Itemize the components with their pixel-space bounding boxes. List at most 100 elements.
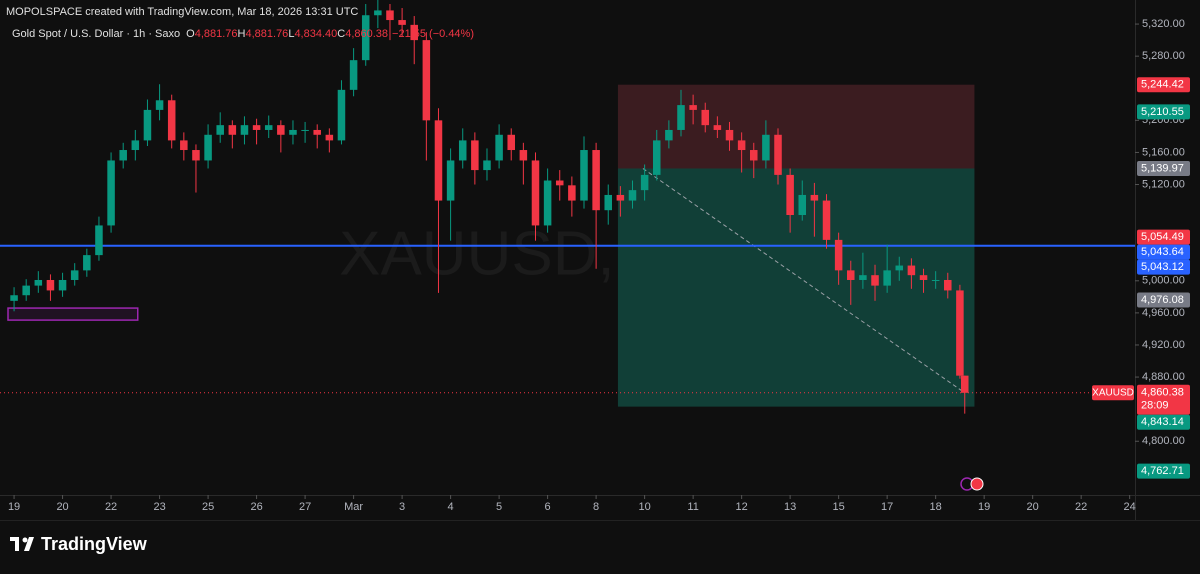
- x-tick-label: 11: [687, 501, 698, 513]
- event-icon[interactable]: [970, 477, 984, 491]
- logo-part: [15, 537, 19, 551]
- x-tick-label: 20: [1027, 501, 1039, 513]
- candle-body: [386, 10, 394, 21]
- x-tick-label: 27: [299, 501, 311, 513]
- candle-body: [774, 134, 782, 175]
- legend-value: 4,881.76: [245, 28, 288, 40]
- y-tick-label: 4,800.00: [1142, 435, 1185, 447]
- candle-body: [810, 194, 819, 201]
- candle-body: [204, 134, 212, 161]
- candle-body: [822, 200, 831, 240]
- candle-body: [252, 125, 261, 130]
- candle-body: [301, 129, 309, 131]
- y-tick-label: 5,280.00: [1142, 50, 1185, 62]
- candle-body: [398, 20, 406, 25]
- candle-body: [956, 290, 964, 376]
- price-tag: [1137, 463, 1190, 479]
- candle-body: [555, 180, 564, 186]
- candle-body: [34, 279, 43, 286]
- candle-body: [216, 125, 224, 135]
- candle-body: [519, 150, 528, 161]
- candle-body: [616, 194, 625, 201]
- candle-body: [83, 255, 91, 271]
- legend-value: 4,881.76: [195, 28, 238, 40]
- candle-body: [960, 375, 969, 393]
- x-tick-label: 20: [56, 501, 68, 513]
- x-tick-label: 3: [399, 501, 405, 513]
- price-tag-label: 5,210.55: [1141, 106, 1184, 118]
- candle-body: [786, 174, 794, 216]
- candle-body: [458, 140, 467, 161]
- candle-body: [507, 134, 515, 151]
- y-tick-label: 4,920.00: [1142, 339, 1185, 351]
- candle-body: [10, 295, 18, 301]
- x-tick-label: 17: [881, 501, 893, 513]
- price-tag-label: 5,043.64: [1141, 246, 1184, 258]
- candle-body: [580, 150, 588, 201]
- legend: Gold Spot / U.S. Dollar · 1h · Saxo O4,88…: [12, 28, 474, 40]
- logo-part: [10, 537, 19, 541]
- y-tick-label: 5,000.00: [1142, 275, 1185, 287]
- x-tick-label: 23: [153, 501, 165, 513]
- y-tick-label: 5,320.00: [1142, 18, 1185, 30]
- candle-body: [349, 60, 358, 90]
- plot-area: [0, 0, 1135, 414]
- candle-body: [337, 89, 346, 141]
- footer-brand: TradingView: [41, 534, 148, 554]
- x-tick-label: 10: [638, 501, 650, 513]
- candle-body: [701, 109, 710, 126]
- x-tick-label: 5: [496, 501, 502, 513]
- candle-body: [361, 15, 370, 61]
- candle-body: [495, 134, 503, 161]
- x-tick-label: 13: [784, 501, 796, 513]
- footer-logo: [10, 537, 34, 551]
- candle-body: [192, 150, 200, 161]
- legend-field: L: [288, 28, 294, 40]
- candle-body: [22, 285, 30, 296]
- stop-zone: [617, 84, 975, 169]
- price-tag-label: 5,054.49: [1141, 231, 1184, 243]
- candle-body: [543, 180, 552, 226]
- candle-body: [228, 125, 237, 135]
- candle-body: [907, 265, 916, 276]
- candle-body: [95, 225, 103, 256]
- legend-field: O: [186, 28, 195, 40]
- candle-body: [119, 150, 127, 161]
- x-tick-label: 15: [833, 501, 845, 513]
- candle-body: [592, 150, 600, 211]
- x-tick-label: 18: [930, 501, 942, 513]
- candle-body: [713, 125, 722, 130]
- logo-part: [22, 537, 28, 543]
- candle-body: [58, 279, 67, 291]
- candle-body: [240, 125, 249, 135]
- candle-body: [264, 125, 273, 130]
- candle-body: [919, 275, 928, 280]
- candle-body: [155, 100, 164, 110]
- price-tag: [1137, 259, 1190, 275]
- legend-value: 4,860.38: [345, 28, 388, 40]
- x-tick-label: 24: [1124, 501, 1136, 513]
- candle-body: [847, 270, 855, 280]
- candle-body: [531, 160, 540, 226]
- x-tick-label: 25: [202, 501, 214, 513]
- target-zone: [617, 168, 975, 407]
- candle-body: [46, 279, 55, 291]
- candle-body: [434, 120, 443, 201]
- candle-body: [689, 105, 697, 110]
- candle-body: [677, 105, 685, 130]
- candle-body: [798, 194, 807, 216]
- legend-symbol: Gold Spot / U.S. Dollar · 1h · Saxo: [12, 28, 180, 40]
- x-tick-label: 22: [1075, 501, 1087, 513]
- candle-body: [749, 150, 758, 161]
- candle-body: [604, 194, 613, 211]
- price-tag-label: 5,043.12: [1141, 261, 1184, 273]
- symbol-tag: [1092, 385, 1134, 401]
- price-tag: [1137, 104, 1190, 120]
- candle-body: [931, 279, 940, 281]
- candle-body: [834, 239, 843, 271]
- candle-body: [944, 279, 952, 291]
- candle-body: [859, 275, 867, 280]
- y-tick-label: 5,120.00: [1142, 178, 1185, 190]
